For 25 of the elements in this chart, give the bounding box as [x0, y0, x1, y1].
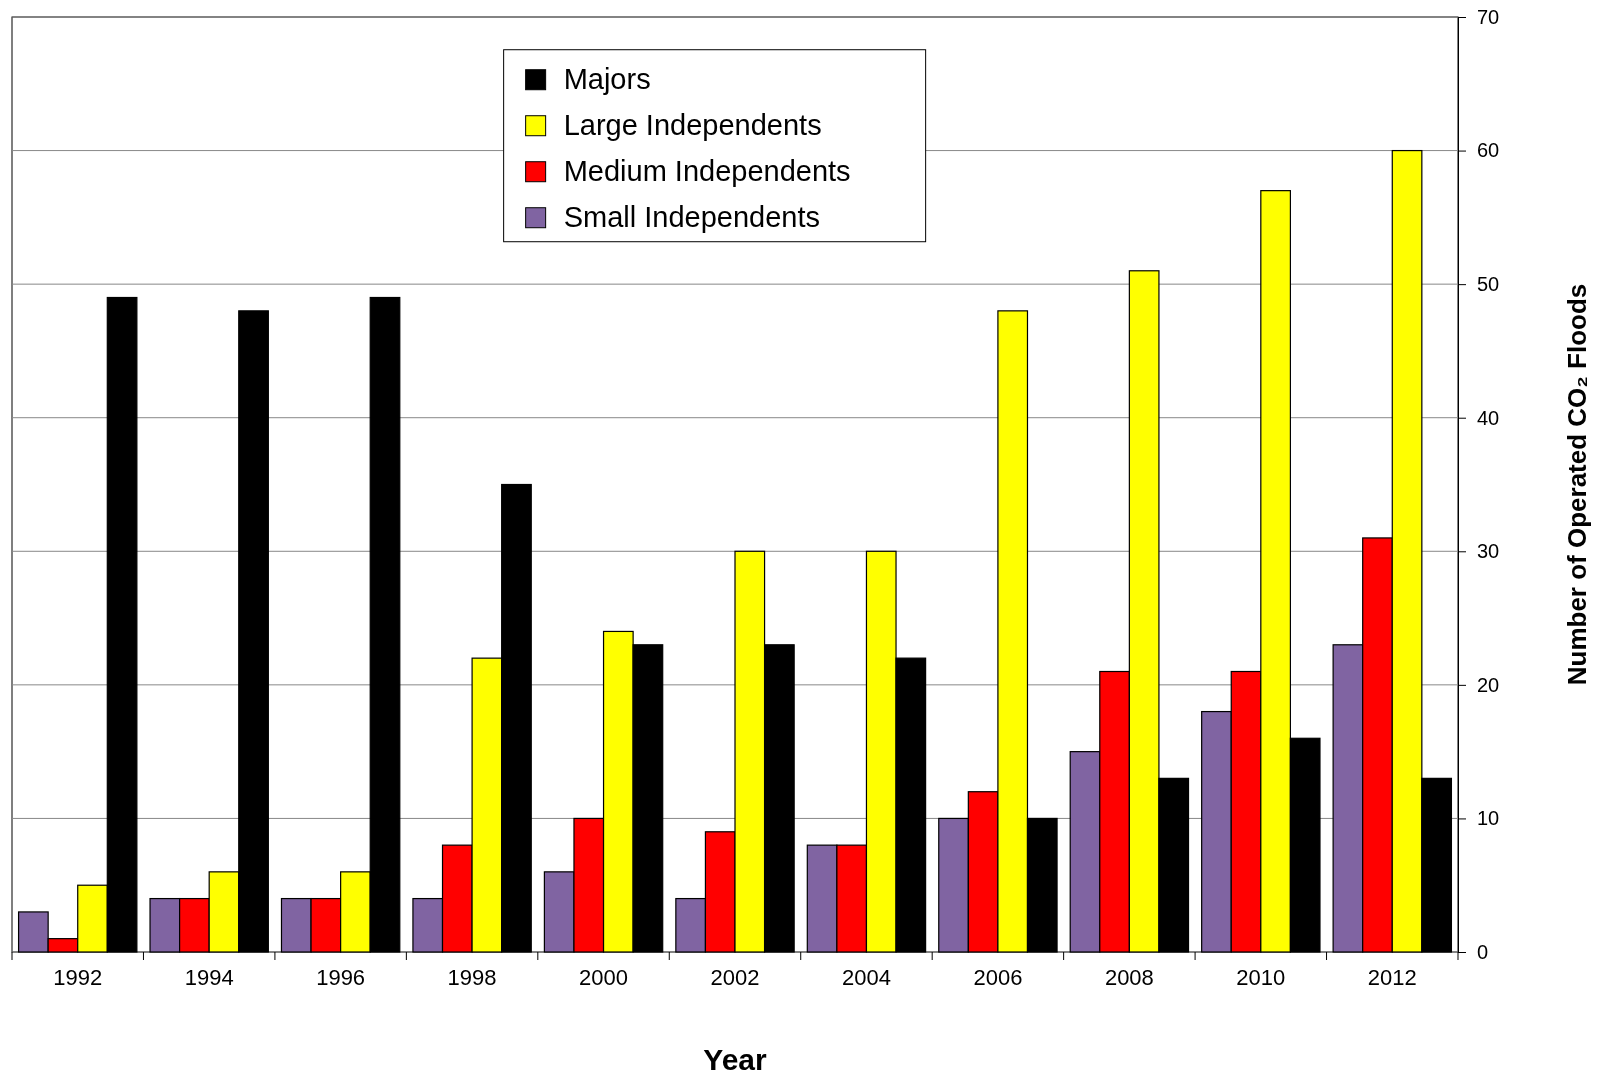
x-tick-label: 2002	[710, 965, 760, 990]
x-axis-title: Year	[703, 1043, 768, 1076]
y-tick-label: 30	[1477, 540, 1500, 563]
y-tick-label: 20	[1477, 673, 1500, 696]
x-tick-label: 2004	[841, 965, 891, 990]
x-tick-label: 1998	[447, 965, 497, 990]
legend-label: Medium Independents	[563, 154, 851, 187]
x-tick-label: 2008	[1104, 965, 1154, 990]
y-tick-label: 10	[1477, 807, 1500, 830]
y-tick-label: 70	[1477, 5, 1500, 28]
x-tick-label: 1992	[53, 965, 103, 990]
legend-label: Large Independents	[563, 108, 822, 141]
y-axis-title: Number of Operated CO₂ Floods	[1562, 283, 1592, 686]
x-tick-label: 1996	[316, 965, 366, 990]
x-tick-label: 2012	[1367, 965, 1417, 990]
legend-label: Small Independents	[563, 200, 820, 233]
y-tick-label: 50	[1477, 273, 1500, 296]
x-tick-label: 1994	[184, 965, 234, 990]
y-tick-label: 40	[1477, 406, 1500, 429]
legend-label: Majors	[563, 62, 651, 95]
x-tick-label: 2000	[579, 965, 629, 990]
y-tick-label: 60	[1477, 139, 1500, 162]
x-tick-label: 2006	[973, 965, 1023, 990]
y-tick-label: 0	[1477, 940, 1489, 963]
x-tick-label: 2010	[1236, 965, 1286, 990]
